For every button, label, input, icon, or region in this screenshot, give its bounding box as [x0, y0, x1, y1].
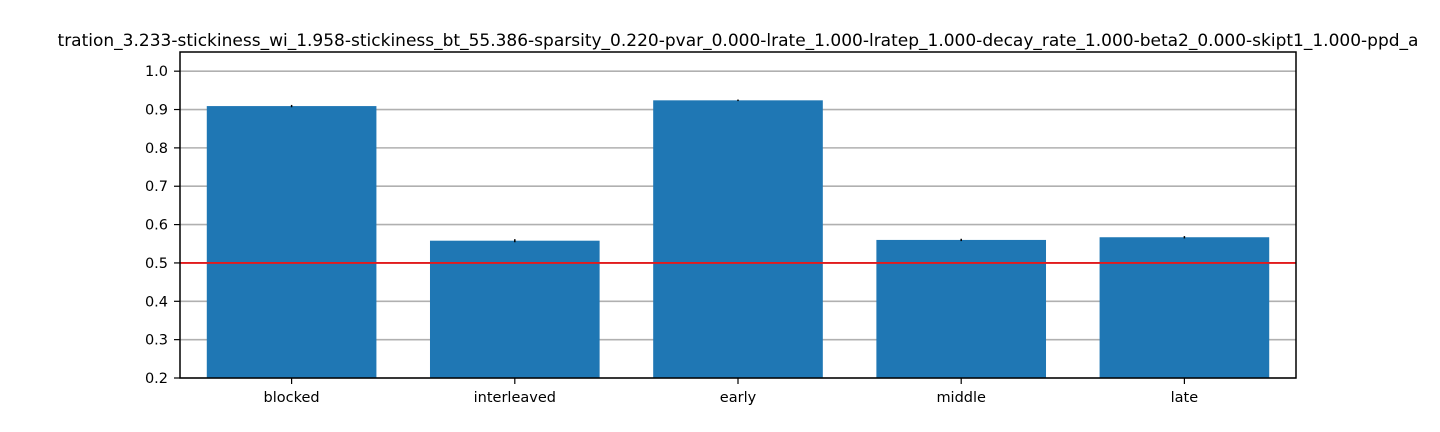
bar-middle — [876, 239, 1047, 378]
chart-title: tration_3.233-stickiness_wi_1.958-sticki… — [58, 31, 1419, 51]
bars — [206, 99, 1270, 379]
y-tick-label: 0.2 — [145, 371, 168, 387]
x-tick-label-early: early — [720, 390, 757, 406]
y-tick-label: 0.3 — [145, 333, 168, 349]
x-tick-label-middle: middle — [936, 390, 986, 406]
y-tick-label: 0.7 — [145, 179, 168, 195]
x-tick-label-late: late — [1171, 390, 1199, 406]
y-tick-label: 0.8 — [145, 141, 168, 157]
y-tick-label: 0.6 — [145, 218, 168, 234]
ticks: 0.2 0.3 0.4 0.5 0.6 0.7 0.8 0.9 1.0 blocked interl… — [145, 64, 1198, 406]
y-tick-label: 0.4 — [145, 294, 168, 310]
bar-early — [653, 100, 823, 378]
bar-interleaved — [429, 240, 600, 378]
y-tick-label: 0.9 — [145, 103, 168, 119]
bar-late — [1099, 237, 1270, 378]
y-tick-label: 0.5 — [145, 256, 168, 272]
x-tick-label-interleaved: interleaved — [474, 390, 556, 406]
x-tick-label-blocked: blocked — [264, 390, 320, 406]
bar-blocked — [206, 106, 377, 379]
y-tick-label: 1.0 — [145, 64, 168, 80]
